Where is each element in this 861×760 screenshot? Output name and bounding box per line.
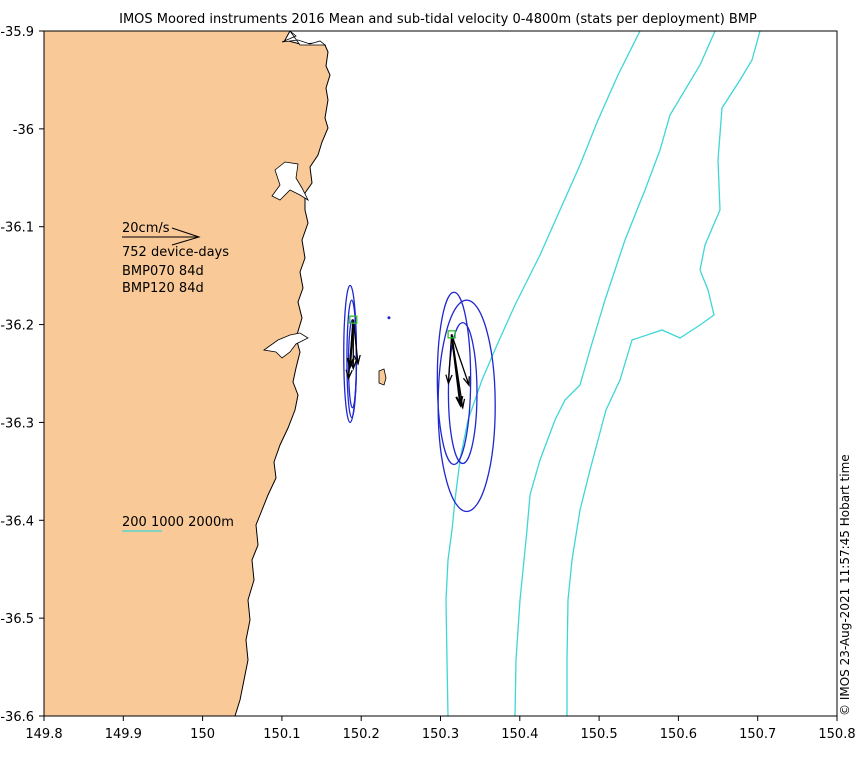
- land-mass: [43, 30, 331, 717]
- isobath-1000m: [514, 30, 716, 717]
- y-tick-label: -35.9: [0, 25, 34, 40]
- y-tick-label: -36.1: [0, 221, 34, 236]
- mooring-point: [387, 316, 391, 320]
- mean-velocity-arrow-head: [346, 357, 355, 370]
- subtidal-velocity-arrow-head: [345, 369, 353, 381]
- y-tick-label: -36.3: [0, 416, 34, 431]
- isobath-2000m: [566, 30, 761, 716]
- scale-label: 20cm/s: [122, 221, 170, 236]
- x-tick-label: 150.1: [263, 727, 300, 742]
- mean-velocity-arrow-head: [455, 395, 464, 408]
- y-tick-label: -36.6: [0, 710, 34, 725]
- x-tick-label: 150: [190, 727, 215, 742]
- x-tick-label: 150.4: [501, 727, 538, 742]
- x-tick-label: 149.8: [25, 727, 62, 742]
- isobath-legend-label: 200 1000 2000m: [122, 515, 234, 530]
- variance-ellipse: [436, 291, 472, 466]
- chart-title: IMOS Moored instruments 2016 Mean and su…: [119, 12, 757, 27]
- inlet: [281, 30, 327, 46]
- x-tick-label: 150.2: [343, 727, 380, 742]
- y-tick-label: -36.2: [0, 319, 34, 334]
- variance-ellipse: [437, 299, 496, 513]
- x-tick-label: 150.3: [422, 727, 459, 742]
- isobath-200m: [445, 30, 641, 717]
- x-axis: 149.8 149.9 150 150.1 150.2 150.3 150.4 150.5 15…: [25, 716, 856, 742]
- isobaths: [445, 30, 761, 717]
- mean-velocity-arrow: [349, 319, 355, 367]
- subtidal-velocity-arrow-head: [462, 376, 470, 388]
- deployment-label: BMP070 84d: [122, 264, 204, 279]
- inlet: [262, 332, 309, 359]
- subtidal-velocity-arrow-head: [353, 354, 361, 366]
- device-days-label: 752 device-days: [122, 245, 229, 260]
- deployment-label: BMP120 84d: [122, 281, 204, 296]
- x-tick-label: 150.6: [660, 727, 697, 742]
- inlet: [271, 161, 309, 202]
- subtidal-velocity-arrow: [447, 334, 453, 384]
- y-tick-label: -36: [13, 123, 34, 138]
- velocity-arrows: [345, 315, 470, 410]
- station-marker: [447, 330, 456, 339]
- mean-velocity-arrow: [450, 334, 462, 405]
- subtidal-velocity-arrow-head: [445, 374, 453, 386]
- y-tick-label: -36.4: [0, 514, 34, 529]
- station-marker: [349, 315, 358, 324]
- subtidal-velocity-arrow: [450, 334, 470, 386]
- island: [378, 368, 387, 386]
- x-tick-label: 150.8: [818, 727, 855, 742]
- variance-ellipses: [343, 284, 496, 513]
- y-axis: -35.9 -36 -36.1 -36.2 -36.3 -36.4 -36.5 -36.6: [0, 25, 44, 725]
- legend: 20cm/s 752 device-days BMP070 84d BMP120…: [122, 221, 234, 532]
- scale-arrow-head: [171, 227, 201, 246]
- variance-ellipse: [447, 321, 478, 465]
- y-tick-label: -36.5: [0, 612, 34, 627]
- timestamp-label: © IMOS 23-Aug-2021 11:57:45 Hobart time: [838, 454, 852, 716]
- subtidal-velocity-arrow: [352, 319, 359, 364]
- x-tick-label: 150.5: [580, 727, 617, 742]
- x-tick-label: 150.7: [739, 727, 776, 742]
- x-tick-label: 149.9: [105, 727, 142, 742]
